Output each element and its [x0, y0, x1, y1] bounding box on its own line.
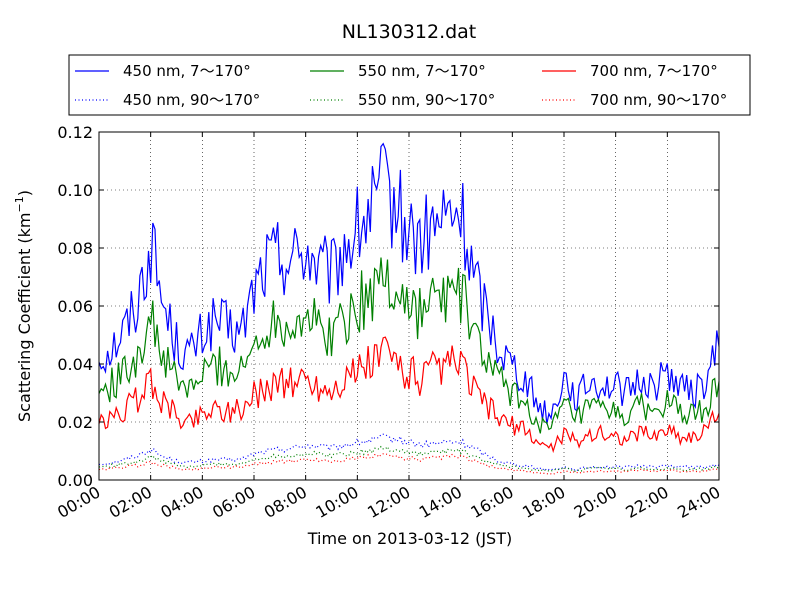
- y-tick-label: 0.02: [57, 413, 93, 432]
- legend-label-4: 700 nm, 7～170°: [590, 62, 718, 80]
- y-tick-label: 0.08: [57, 239, 93, 258]
- legend-label-1: 450 nm, 90～170°: [123, 91, 260, 109]
- legend-label-0: 450 nm, 7～170°: [123, 62, 251, 80]
- legend-items: 450 nm, 7～170° 450 nm, 90～170° 550 nm, 7～1…: [75, 62, 727, 109]
- y-axis-label-superscript: −1: [13, 196, 26, 212]
- y-axis-label: Scattering Coefficient (km−1): [13, 190, 34, 422]
- y-tick-label: 0.12: [57, 123, 93, 142]
- series-line-2: [98, 257, 720, 434]
- y-tick-label: 0.06: [57, 297, 93, 316]
- x-axis-label: Time on 2013-03-12 (JST): [307, 529, 512, 548]
- series-line-3: [98, 445, 720, 472]
- series-line-1: [98, 433, 720, 472]
- y-axis-label-close: ): [15, 190, 34, 196]
- y-tick-labels: 0.00 0.02 0.04 0.06 0.08 0.10 0.12: [57, 123, 93, 490]
- chart-title: NL130312.dat: [342, 21, 477, 43]
- series-line-4: [98, 336, 720, 454]
- legend-label-5: 700 nm, 90～170°: [590, 91, 727, 109]
- legend-label-2: 550 nm, 7～170°: [358, 62, 486, 80]
- axis-ticks: [98, 131, 720, 481]
- y-tick-label: 0.04: [57, 355, 93, 374]
- y-axis-label-main: Scattering Coefficient (km: [15, 212, 34, 422]
- series-line-0: [98, 142, 720, 425]
- y-tick-label: 0.10: [57, 181, 93, 200]
- legend-box: [68, 54, 751, 116]
- series-lines: [98, 142, 720, 475]
- grid-lines: [99, 132, 719, 480]
- legend: 450 nm, 7～170° 450 nm, 90～170° 550 nm, 7～1…: [68, 54, 751, 116]
- y-tick-label: 0.00: [57, 471, 93, 490]
- legend-label-3: 550 nm, 90～170°: [358, 91, 495, 109]
